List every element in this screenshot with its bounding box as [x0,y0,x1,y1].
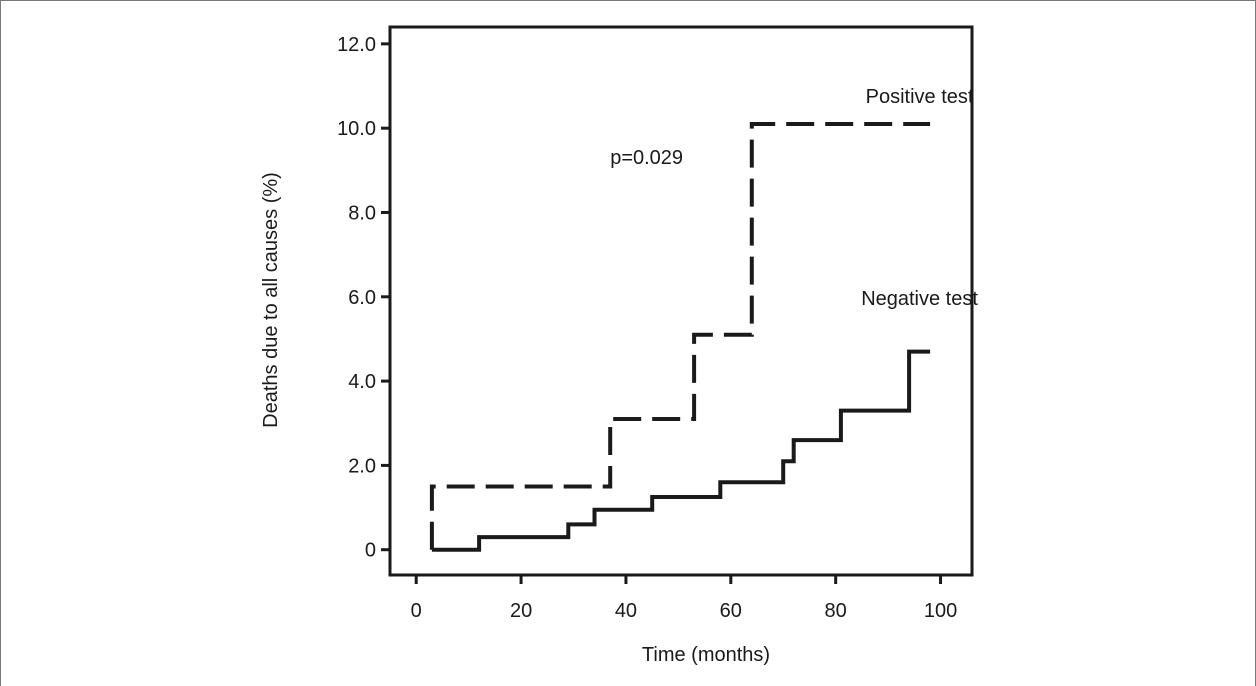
negative-test-series-line [431,349,931,552]
x-axis-ticks: 0 20 40 60 80 100 [411,575,957,622]
y-tick-label: 10.0 [337,118,376,140]
x-tick-label: 20 [510,600,532,622]
y-tick-label: 0 [365,540,376,562]
x-tick-label: 100 [924,600,957,622]
y-tick-label: 8.0 [348,202,376,224]
x-tick-label: 80 [825,600,847,622]
y-tick-label: 6.0 [348,287,376,309]
y-axis-label: Deaths due to all causes (%) [260,172,282,428]
positive-test-series-line [429,122,931,550]
negative-test-label: Negative test [861,288,978,310]
positive-test-label: Positive test [866,86,974,108]
y-tick-label: 2.0 [348,455,376,477]
x-axis-label: Time (months) [642,644,770,666]
plot-area-border [388,25,974,577]
y-axis-ticks: 0 2.0 4.0 6.0 8.0 10.0 12.0 [337,34,390,562]
y-tick-label: 12.0 [337,34,376,56]
x-tick-label: 60 [720,600,742,622]
x-tick-label: 0 [411,600,422,622]
p-value-annotation: p=0.029 [610,147,683,169]
series-layer [429,122,931,552]
y-tick-label: 4.0 [348,371,376,393]
x-tick-label: 40 [615,600,637,622]
